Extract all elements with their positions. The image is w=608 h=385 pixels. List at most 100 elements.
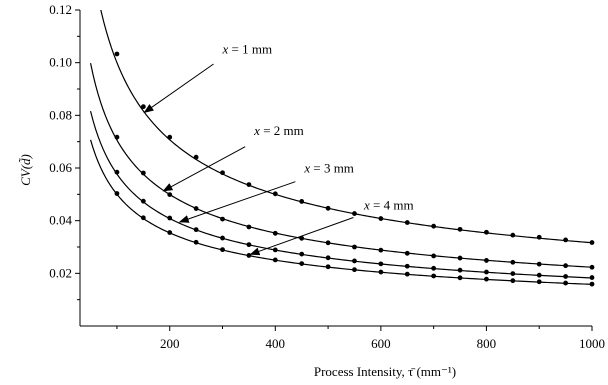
annotation-arrow (162, 146, 246, 192)
data-point-series-1 (325, 205, 331, 211)
data-point-series-4 (193, 239, 199, 245)
data-point-series-3 (563, 274, 569, 279)
data-point-series-1 (484, 229, 489, 235)
annotation-label: x = 2 mm (253, 123, 304, 138)
annotation-label: x = 3 mm (303, 161, 354, 176)
data-point-series-3 (114, 169, 120, 175)
data-point-series-1 (114, 51, 120, 57)
data-point-series-3 (167, 215, 173, 221)
data-point-series-3 (378, 261, 384, 267)
data-point-series-2 (272, 230, 278, 236)
y-tick-label: 0.02 (49, 265, 72, 280)
data-point-series-4 (378, 269, 384, 275)
data-point-series-2 (299, 235, 305, 241)
data-point-series-1 (563, 237, 569, 243)
data-point-series-1 (140, 104, 146, 110)
annotation-variable: x (222, 41, 229, 56)
series-annotations: x = 1 mmx = 2 mmx = 3 mmx = 4 mm (143, 41, 414, 256)
data-point-series-4 (563, 280, 569, 286)
data-point-series-1 (510, 232, 516, 238)
data-point-series-1 (536, 234, 542, 240)
data-point-series-3 (352, 258, 357, 264)
fit-curve-series-3 (89, 110, 592, 279)
data-point-series-2 (457, 255, 463, 261)
y-tick-label: 0.08 (49, 107, 72, 122)
data-point-series-4 (114, 191, 120, 196)
data-point-series-2 (510, 259, 516, 265)
data-point-series-2 (352, 244, 357, 250)
data-point-series-1 (246, 182, 252, 187)
annotation-label: x = 1 mm (222, 41, 273, 56)
data-point-series-4 (510, 278, 516, 284)
data-point-series-4 (404, 271, 410, 277)
fit-curve-series-2 (89, 62, 592, 268)
data-point-series-3 (246, 242, 252, 248)
plot-area: x = 1 mmx = 2 mmx = 3 mmx = 4 mm (89, 10, 595, 287)
data-point-series-4 (220, 247, 225, 253)
annotation-arrow (249, 217, 354, 256)
data-point-series-4 (589, 281, 595, 287)
y-axis-ticks: 0.02 0.04 0.06 0.08 0.10 0.12 (49, 2, 80, 301)
data-point-series-2 (431, 253, 437, 259)
data-point-series-1 (404, 220, 410, 225)
data-point-series-3 (140, 198, 146, 204)
data-point-series-1 (589, 240, 595, 245)
data-point-series-4 (272, 257, 278, 263)
data-point-series-4 (246, 253, 252, 258)
data-point-series-2 (246, 224, 252, 230)
fit-curves (89, 10, 592, 285)
data-point-series-1 (457, 226, 463, 232)
data-points (114, 51, 595, 287)
annotation-variable: x (253, 123, 260, 138)
fit-curve-series-1 (100, 10, 592, 244)
data-point-series-2 (167, 192, 173, 198)
data-point-series-2 (325, 240, 331, 246)
data-point-series-4 (140, 215, 146, 221)
data-point-series-4 (484, 276, 489, 282)
x-axis-title: Process Intensity, τ̄ (mm⁻¹) (314, 364, 456, 379)
annotation-arrow (178, 181, 296, 223)
x-tick-label: 600 (371, 336, 391, 351)
data-point-series-3 (589, 275, 595, 280)
annotation-value: = 3 mm (310, 161, 354, 176)
data-point-series-3 (457, 267, 463, 273)
data-point-series-3 (325, 255, 331, 261)
data-point-series-1 (378, 216, 384, 221)
data-point-series-1 (299, 199, 305, 204)
data-point-series-1 (167, 134, 173, 140)
x-axis-ticks: 200 400 600 800 1000 (116, 326, 605, 351)
y-tick-label: 0.04 (49, 213, 72, 228)
data-point-series-2 (484, 258, 489, 263)
data-point-series-4 (352, 267, 357, 273)
data-point-series-2 (140, 170, 146, 176)
data-point-series-3 (193, 227, 199, 233)
data-point-series-2 (193, 206, 199, 211)
axes: 200 400 600 800 1000 0.02 0.04 0.06 0.08 0.10 0.1… (49, 2, 605, 351)
data-point-series-3 (536, 272, 542, 278)
annotation-value: = 2 mm (260, 123, 304, 138)
data-point-series-1 (193, 154, 199, 160)
data-point-series-4 (167, 230, 173, 235)
data-point-series-3 (431, 265, 437, 271)
x-tick-label: 400 (266, 336, 286, 351)
data-point-series-1 (431, 223, 437, 229)
data-point-series-2 (220, 216, 225, 222)
data-point-series-1 (352, 211, 357, 216)
annotation-label: x = 4 mm (363, 198, 414, 213)
data-point-series-3 (272, 247, 278, 253)
x-tick-label: 200 (160, 336, 180, 351)
data-point-series-4 (457, 275, 463, 281)
data-point-series-3 (510, 271, 516, 276)
x-tick-label: 1000 (579, 336, 605, 351)
data-point-series-4 (431, 273, 437, 279)
annotation-arrow (143, 63, 214, 114)
data-point-series-2 (536, 261, 542, 267)
data-point-series-2 (378, 247, 384, 253)
data-point-series-4 (536, 279, 542, 285)
data-point-series-3 (404, 263, 410, 269)
data-point-series-2 (563, 263, 569, 269)
data-point-series-2 (404, 250, 410, 256)
data-point-series-3 (220, 235, 225, 241)
y-tick-label: 0.10 (49, 55, 72, 70)
